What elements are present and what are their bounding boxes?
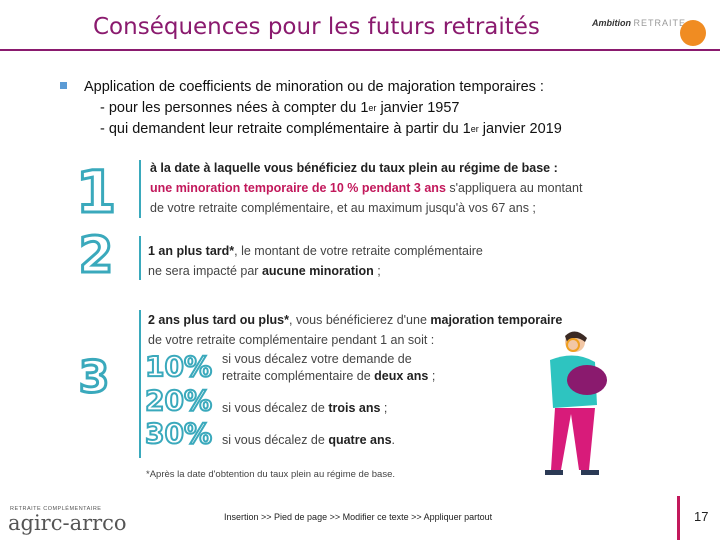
person-piggy-bank-icon (545, 331, 607, 475)
section2-text: 1 an plus tard*, le montant de votre ret… (148, 241, 483, 281)
step-number-3: 3 (77, 351, 111, 405)
percent-10-text: si vous décalez votre demande de retrait… (222, 351, 435, 385)
percent-10-c: ; (428, 369, 436, 383)
section3-text: 2 ans plus tard ou plus*, vous bénéficie… (148, 310, 562, 350)
section1-line-2-rest: s'appliquera au montant (445, 181, 583, 195)
section2-line-2: ne sera impacté par aucune minoration ; (148, 261, 483, 281)
page-number: 17 (694, 509, 709, 524)
percent-20-bold: trois ans (328, 401, 381, 415)
section1-line-2: une minoration temporaire de 10 % pendan… (150, 178, 582, 198)
figure-shoe-right (581, 470, 599, 475)
piggy-bank (567, 365, 607, 395)
intro-line-2: - pour les personnes nées à compter du 1… (84, 98, 562, 119)
section1-line-1: à la date à laquelle vous bénéficiez du … (150, 161, 558, 175)
step-divider-1 (139, 160, 141, 218)
intro-line-2-b: janvier 1957 (376, 100, 460, 116)
percent-10-line-a: si vous décalez votre demande de (222, 352, 412, 366)
intro-line-3-a: - qui demandent leur retraite complément… (100, 121, 471, 137)
footer-logo-caption: RETRAITE COMPLÉMENTAIRE (10, 506, 102, 512)
page-number-bar (677, 496, 680, 540)
brand-badge-icon (680, 20, 706, 46)
percent-30-c: . (391, 433, 396, 447)
section2-line-1-rest: , le montant de votre retraite complémen… (234, 244, 483, 258)
percent-10-line-b: retraite complémentaire de deux ans ; (222, 368, 435, 385)
step-number-1: 1 (74, 157, 117, 228)
figure-legs (551, 408, 595, 470)
brand-retraite: RETRAITE (633, 18, 687, 28)
section3-majoration: majoration temporaire (430, 313, 563, 327)
section3-line-1-mid: , vous bénéficierez d'une (289, 313, 431, 327)
footer-text: Insertion >> Pied de page >> Modifier ce… (224, 512, 493, 522)
intro-line-1: Application de coefficients de minoratio… (84, 79, 544, 95)
section2-highlight: 1 an plus tard* (148, 244, 235, 258)
section2-no-minoration: aucune minoration (261, 264, 374, 278)
intro-line-2-sup: er (368, 103, 377, 113)
section3-highlight: 2 ans plus tard ou plus* (148, 313, 289, 327)
section3-line-2: de votre retraite complémentaire pendant… (148, 333, 435, 347)
step-number-2: 2 (77, 225, 115, 286)
section1-line-3: de votre retraite complémentaire, et au … (150, 201, 536, 215)
percent-30-b: si vous décalez de (222, 433, 329, 447)
percent-30-text: si vous décalez de quatre ans. (222, 432, 395, 449)
percent-30-bold: quatre ans (328, 433, 392, 447)
intro-line-3-sup: er (470, 124, 479, 134)
percent-30: 30% (144, 416, 213, 451)
percent-20-b: si vous décalez de (222, 401, 329, 415)
bullet-icon (60, 82, 67, 89)
page-title: Conséquences pour les futurs retraités (93, 14, 540, 40)
step-divider-3 (139, 310, 141, 458)
brand-ambition: Ambition (592, 18, 631, 28)
figure-shoe-left (545, 470, 563, 475)
section1-text: à la date à laquelle vous bénéficiez du … (150, 158, 582, 218)
intro-line-2-a: - pour les personnes nées à compter du 1 (100, 100, 369, 116)
section2-line-2-a: ne sera impacté par (148, 264, 262, 278)
percent-10: 10% (144, 349, 213, 384)
intro-line-3: - qui demandent leur retraite complément… (84, 119, 562, 140)
percent-10-b: retraite complémentaire de (222, 369, 375, 383)
percent-20-text: si vous décalez de trois ans ; (222, 400, 387, 417)
header-divider (0, 49, 720, 51)
step-divider-2 (139, 236, 141, 280)
section3-line-1: 2 ans plus tard ou plus*, vous bénéficie… (148, 310, 562, 330)
section2-line-1: 1 an plus tard*, le montant de votre ret… (148, 241, 483, 261)
footnote: *Après la date d'obtention du taux plein… (146, 469, 395, 480)
brand-logo-text: Ambition RETRAITE (592, 18, 686, 28)
section1-highlight: une minoration temporaire de 10 % pendan… (150, 181, 446, 195)
percent-20: 20% (144, 383, 213, 418)
intro-text: Application de coefficients de minoratio… (84, 77, 562, 140)
percent-10-bold: deux ans (374, 369, 429, 383)
figure-hair (565, 331, 587, 342)
agirc-arrco-logo: agirc-arrco (8, 511, 127, 535)
coin-icon (566, 338, 580, 352)
intro-line-3-b: janvier 2019 (478, 121, 562, 137)
percent-20-c: ; (380, 401, 388, 415)
section2-line-2-b: ; (373, 264, 381, 278)
